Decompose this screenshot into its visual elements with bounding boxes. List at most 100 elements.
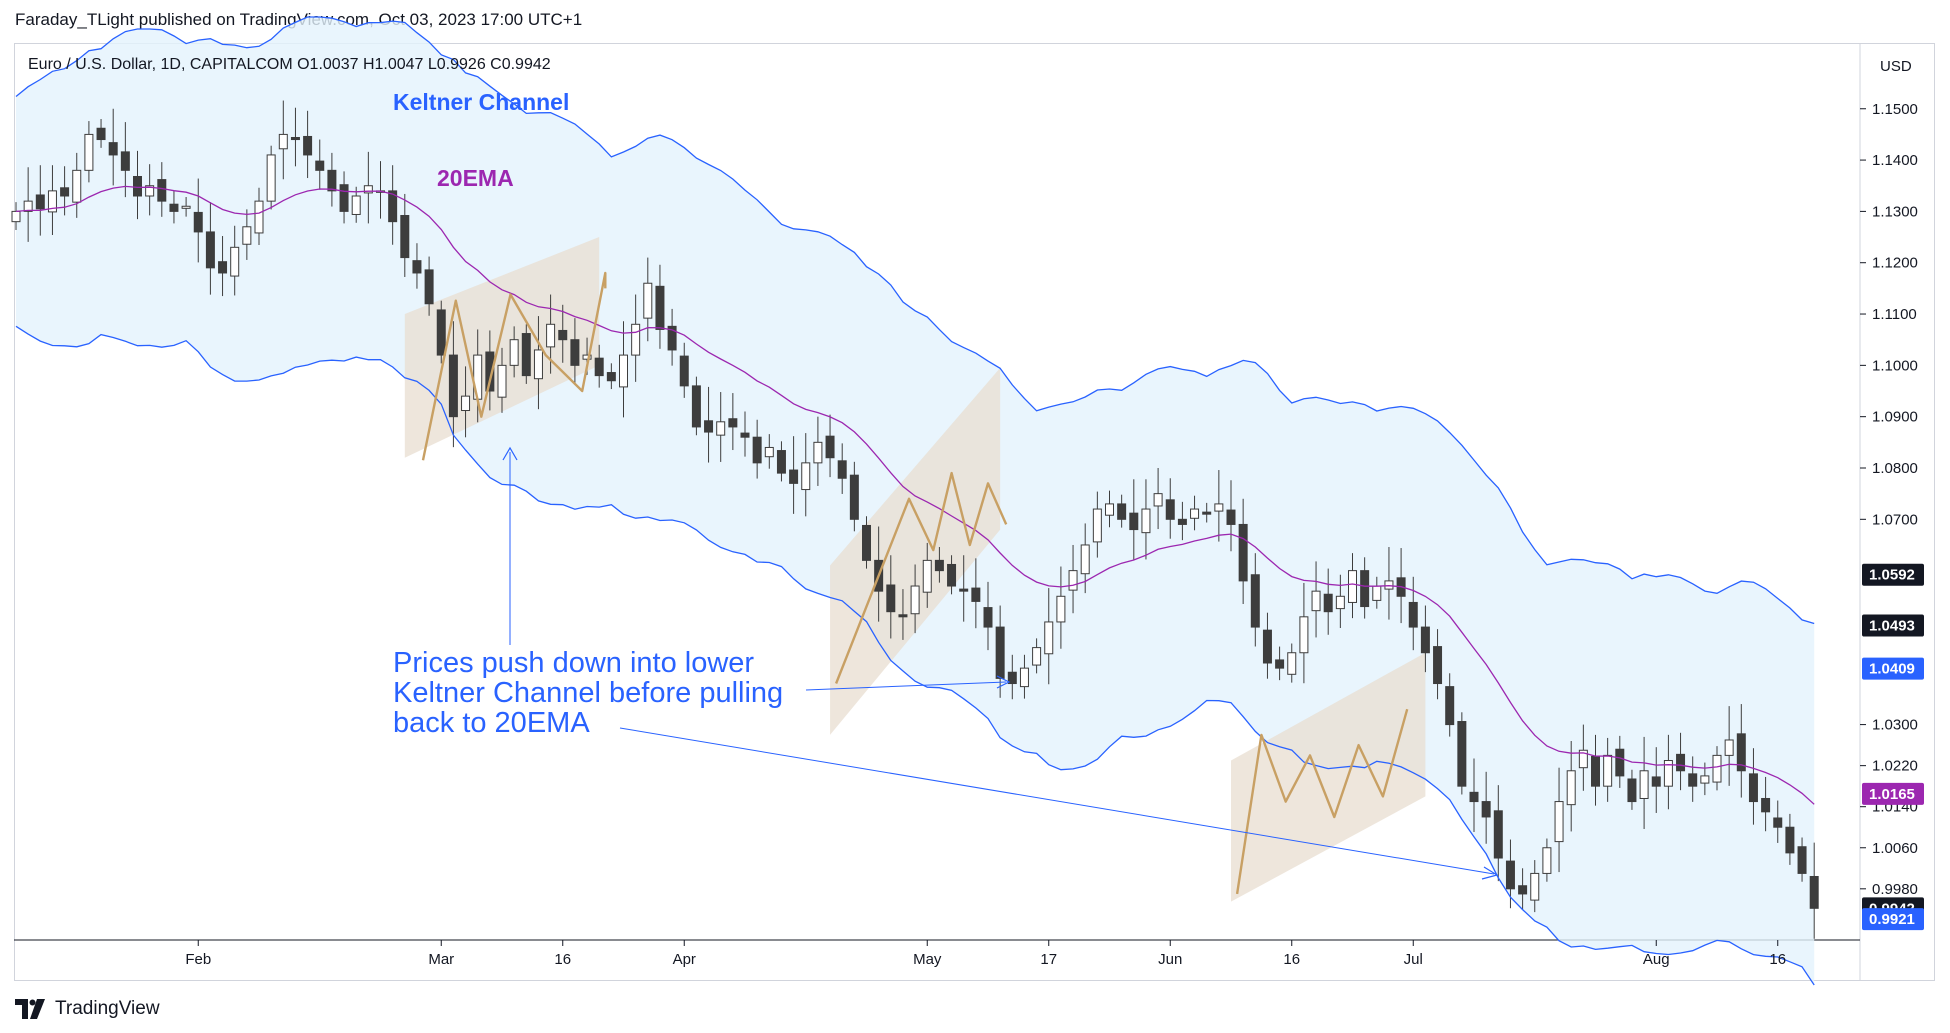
candle-body	[145, 185, 155, 197]
candle-body	[1250, 574, 1260, 628]
candle-body	[133, 175, 142, 197]
time-tick-label: Aug	[1643, 951, 1670, 968]
zigzag-march	[421, 271, 607, 461]
candle-body	[290, 136, 300, 141]
candle-body	[412, 260, 422, 274]
candle-body	[388, 190, 398, 223]
candle-body	[461, 395, 471, 412]
candle-body	[35, 194, 45, 210]
price-badge-bg	[1862, 908, 1924, 931]
publisher-line: Faraday_TLight published on TradingView.…	[15, 10, 583, 29]
candle-body	[1542, 847, 1552, 874]
candle-body	[1457, 721, 1467, 787]
candle-body	[193, 211, 203, 233]
time-tick-label: Feb	[185, 951, 211, 968]
candle-body	[1214, 503, 1224, 512]
price-tick-label: 1.0900	[1872, 409, 1918, 426]
candle-body	[266, 154, 276, 202]
candle-body	[1068, 570, 1078, 591]
candle-body	[1080, 544, 1090, 575]
candle-body	[218, 261, 228, 274]
candle-body	[1615, 748, 1625, 777]
zigzag-patterns	[421, 271, 1409, 895]
candle-body	[886, 584, 896, 613]
tradingview-logo-icon	[15, 999, 45, 1019]
candle-body	[1809, 875, 1819, 909]
candle-body	[1712, 754, 1722, 783]
chart-frame	[14, 43, 1935, 981]
price-tick-label: 1.1200	[1872, 255, 1918, 272]
candle-body	[594, 357, 604, 377]
candle-body	[1651, 776, 1661, 787]
candle-body	[339, 184, 349, 212]
candle-body	[1603, 754, 1613, 787]
candle-body	[278, 133, 288, 150]
candle-body	[619, 354, 628, 388]
candle-body	[631, 323, 641, 356]
time-tick-label: 16	[554, 951, 571, 968]
price-badge-bg	[1862, 782, 1924, 805]
candle-body	[1518, 885, 1528, 895]
candle-body	[1505, 860, 1515, 890]
candle-body	[1335, 595, 1345, 610]
candle-body	[1238, 523, 1248, 582]
candle-body	[315, 160, 325, 171]
candle-body	[667, 325, 677, 351]
indicator-lines	[15, 16, 1815, 986]
candle-body	[1433, 646, 1443, 685]
price-tick-label: 1.0700	[1872, 511, 1918, 528]
price-tick-label: 1.1100	[1872, 306, 1917, 323]
candle-body	[825, 435, 835, 459]
candle-body	[776, 450, 786, 474]
note-arrows	[502, 446, 1499, 880]
arrow-long-head	[1481, 866, 1499, 880]
candle-body	[582, 354, 592, 360]
candle-body	[1007, 671, 1017, 685]
candle-body	[521, 333, 531, 377]
candle-body	[120, 151, 130, 171]
price-tick-label: 1.0060	[1872, 840, 1918, 857]
candle-body	[1761, 797, 1771, 813]
candle-body	[1153, 493, 1163, 507]
price-tick-label: 1.0300	[1872, 717, 1918, 734]
candle-body	[1566, 770, 1576, 806]
candle-body	[1226, 509, 1236, 525]
candle-body	[230, 246, 240, 277]
candle-body	[254, 200, 264, 234]
candle-body	[1688, 773, 1698, 787]
candle-body	[1019, 667, 1029, 688]
candle-body	[801, 462, 811, 491]
candle-body	[351, 195, 361, 215]
time-tick-label: Mar	[428, 951, 454, 968]
candle-body	[72, 169, 82, 203]
candle-body	[1773, 817, 1783, 828]
brand-name: TradingView	[55, 998, 160, 1019]
arrow-right-line	[805, 681, 1007, 691]
candle-body	[485, 351, 495, 392]
candle-body	[1676, 753, 1686, 772]
arrow-up-head	[502, 446, 518, 461]
candle-body	[934, 559, 944, 572]
price-badge-label: 1.0165	[1869, 786, 1915, 803]
candle-body	[1287, 652, 1297, 675]
pattern-box-july	[1231, 652, 1426, 902]
candle-body	[813, 441, 823, 464]
candle-body	[728, 418, 738, 428]
candle-body	[1445, 686, 1455, 726]
candle-body	[327, 169, 337, 192]
candle-body	[1724, 739, 1734, 756]
time-tick-label: 16	[1769, 951, 1786, 968]
candle-body	[1044, 621, 1054, 655]
candle-body	[716, 421, 726, 436]
candle-body	[1736, 733, 1746, 772]
candle-body	[47, 190, 57, 213]
price-tick-label: 1.1500	[1872, 101, 1918, 118]
candle-body	[242, 226, 252, 245]
price-badge-label: 0.9921	[1869, 911, 1915, 928]
note-line-3: back to 20EMA	[393, 707, 590, 739]
candle-body	[558, 329, 568, 341]
candle-body	[23, 200, 33, 212]
candle-body	[1663, 760, 1673, 787]
